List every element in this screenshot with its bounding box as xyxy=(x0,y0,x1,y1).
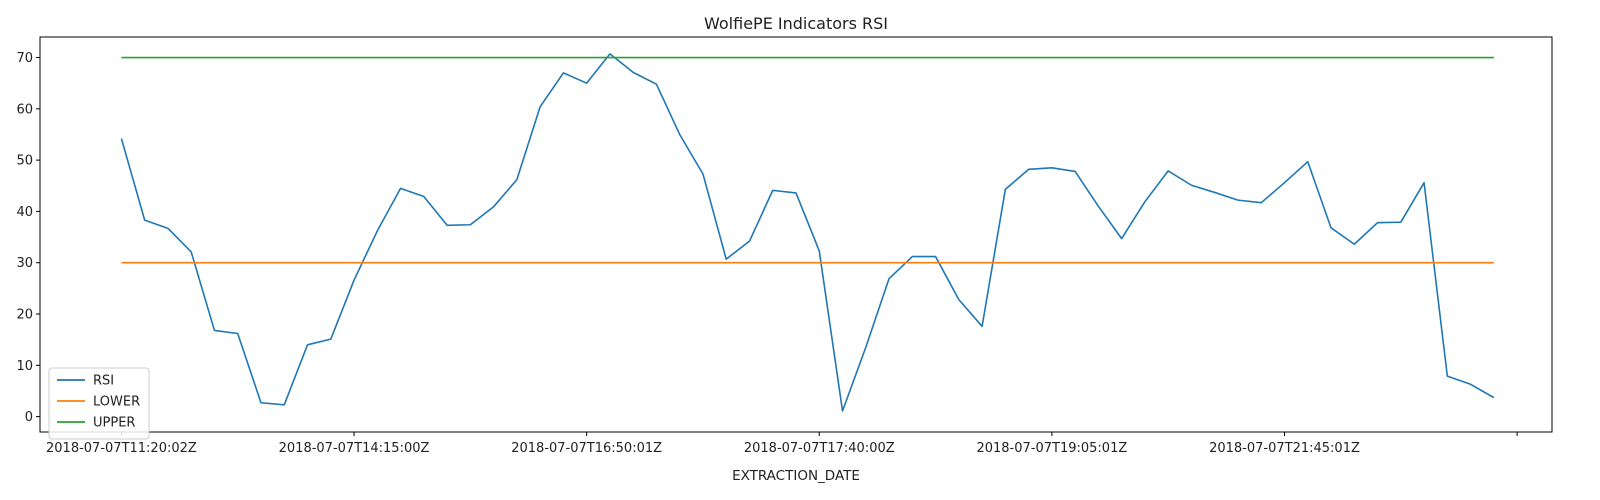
y-tick-label: 0 xyxy=(25,410,33,425)
legend-label-upper: UPPER xyxy=(93,416,135,431)
x-axis-title: EXTRACTION_DATE xyxy=(732,468,860,484)
x-tick-label: 2018-07-07T17:40:00Z xyxy=(744,441,895,456)
legend-label-lower: LOWER xyxy=(93,395,140,410)
x-tick-label: 2018-07-07T19:05:01Z xyxy=(976,441,1127,456)
x-tick-label: 2018-07-07T16:50:01Z xyxy=(511,441,662,456)
plot-area xyxy=(120,53,1495,412)
series-line-rsi xyxy=(120,53,1495,412)
x-tick-label: 2018-07-07T21:45:01Z xyxy=(1209,441,1360,456)
axes-frame xyxy=(39,36,1553,433)
legend-label-rsi: RSI xyxy=(93,374,114,389)
y-tick-label: 70 xyxy=(16,51,33,66)
x-tick-label: 2018-07-07T14:15:00Z xyxy=(279,441,430,456)
legend: RSI LOWER UPPER xyxy=(48,367,150,440)
y-tick-label: 40 xyxy=(16,205,33,220)
y-tick-label: 30 xyxy=(16,256,33,271)
x-axis-ticks: 2018-07-07T11:20:02Z 2018-07-07T14:15:00Z… xyxy=(46,432,1518,456)
y-axis-ticks: 0 10 20 30 40 50 60 70 xyxy=(16,51,40,425)
x-tick-label: 2018-07-07T11:20:02Z xyxy=(46,441,197,456)
y-tick-label: 60 xyxy=(16,102,33,117)
y-tick-label: 10 xyxy=(16,359,33,374)
y-tick-label: 50 xyxy=(16,154,33,169)
y-tick-label: 20 xyxy=(16,308,33,323)
chart-title: WolfiePE Indicators RSI xyxy=(704,14,888,33)
